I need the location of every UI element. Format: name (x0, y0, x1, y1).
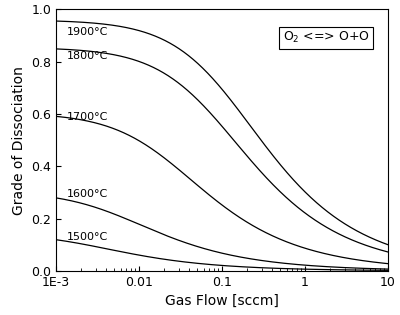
Text: 1600°C: 1600°C (67, 189, 108, 199)
Text: 1900°C: 1900°C (67, 27, 108, 37)
X-axis label: Gas Flow [sccm]: Gas Flow [sccm] (165, 294, 279, 308)
Text: O$_2$ <=> O+O: O$_2$ <=> O+O (283, 30, 370, 45)
Y-axis label: Grade of Dissociation: Grade of Dissociation (12, 66, 26, 215)
Text: 1700°C: 1700°C (67, 112, 108, 122)
Text: 1500°C: 1500°C (67, 232, 108, 243)
Text: 1800°C: 1800°C (67, 51, 108, 61)
